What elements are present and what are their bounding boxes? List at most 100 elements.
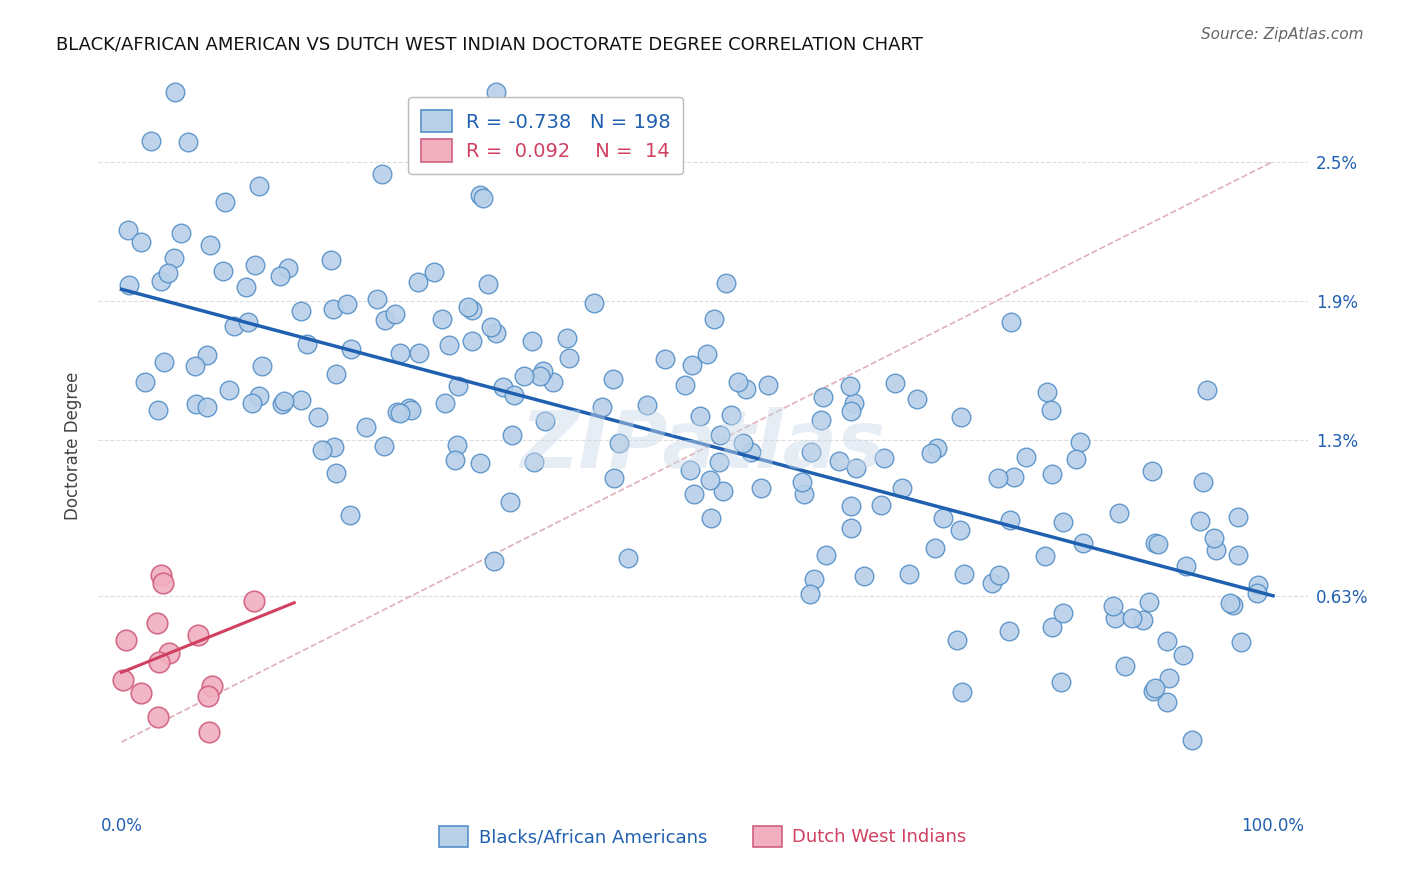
Point	[714, 276, 737, 290]
Point	[998, 513, 1021, 527]
Point	[150, 567, 173, 582]
Point	[501, 427, 523, 442]
Point	[240, 396, 263, 410]
Point	[129, 235, 152, 249]
Point	[339, 508, 361, 522]
Point	[1108, 506, 1130, 520]
Point	[703, 311, 725, 326]
Point	[735, 382, 758, 396]
Point	[1229, 635, 1251, 649]
Point	[1040, 402, 1063, 417]
Point	[949, 524, 972, 538]
Point	[146, 403, 169, 417]
Point	[247, 389, 270, 403]
Point	[354, 419, 377, 434]
Point	[139, 134, 162, 148]
Point	[163, 85, 186, 99]
Point	[1137, 595, 1160, 609]
Point	[249, 179, 271, 194]
Point	[366, 292, 388, 306]
Point	[157, 646, 180, 660]
Point	[679, 463, 702, 477]
Point	[197, 689, 219, 703]
Point	[1157, 671, 1180, 685]
Point	[1142, 683, 1164, 698]
Point	[844, 396, 866, 410]
Point	[212, 264, 235, 278]
Point	[838, 379, 860, 393]
Point	[1140, 464, 1163, 478]
Point	[235, 279, 257, 293]
Y-axis label: Doctorate Degree: Doctorate Degree	[65, 372, 83, 520]
Point	[953, 566, 976, 581]
Point	[250, 359, 273, 373]
Point	[681, 359, 703, 373]
Point	[148, 655, 170, 669]
Point	[654, 351, 676, 366]
Point	[1205, 543, 1227, 558]
Point	[311, 442, 333, 457]
Point	[1121, 611, 1143, 625]
Point	[388, 406, 411, 420]
Point	[890, 482, 912, 496]
Point	[591, 400, 613, 414]
Point	[707, 455, 730, 469]
Point	[322, 301, 344, 316]
Point	[1040, 467, 1063, 481]
Point	[924, 541, 946, 555]
Point	[482, 553, 505, 567]
Point	[325, 466, 347, 480]
Point	[177, 136, 200, 150]
Point	[932, 511, 955, 525]
Point	[447, 378, 470, 392]
Point	[162, 251, 184, 265]
Point	[238, 315, 260, 329]
Point	[920, 446, 942, 460]
Point	[323, 440, 346, 454]
Point	[243, 258, 266, 272]
Point	[408, 346, 430, 360]
Point	[146, 616, 169, 631]
Point	[307, 410, 329, 425]
Point	[432, 312, 454, 326]
Point	[523, 455, 546, 469]
Point	[1219, 596, 1241, 610]
Point	[1227, 510, 1250, 524]
Point	[1073, 536, 1095, 550]
Point	[1069, 435, 1091, 450]
Point	[1247, 577, 1270, 591]
Point	[1204, 531, 1226, 545]
Point	[470, 456, 492, 470]
Point	[870, 498, 893, 512]
Point	[713, 484, 735, 499]
Point	[617, 550, 640, 565]
Point	[1197, 383, 1219, 397]
Point	[1156, 694, 1178, 708]
Point	[374, 313, 396, 327]
Point	[607, 436, 630, 450]
Point	[727, 375, 749, 389]
Point	[949, 409, 972, 424]
Point	[325, 367, 347, 381]
Point	[340, 343, 363, 357]
Point	[479, 320, 502, 334]
Point	[1014, 450, 1036, 464]
Point	[114, 633, 136, 648]
Point	[839, 499, 862, 513]
Point	[696, 347, 718, 361]
Point	[472, 191, 495, 205]
Point	[1227, 548, 1250, 562]
Point	[873, 451, 896, 466]
Point	[950, 684, 973, 698]
Point	[183, 359, 205, 374]
Point	[408, 275, 430, 289]
Point	[531, 364, 554, 378]
Point	[187, 628, 209, 642]
Point	[373, 439, 395, 453]
Point	[129, 686, 152, 700]
Point	[243, 594, 266, 608]
Point	[813, 390, 835, 404]
Point	[117, 223, 139, 237]
Point	[815, 549, 838, 563]
Point	[689, 409, 711, 424]
